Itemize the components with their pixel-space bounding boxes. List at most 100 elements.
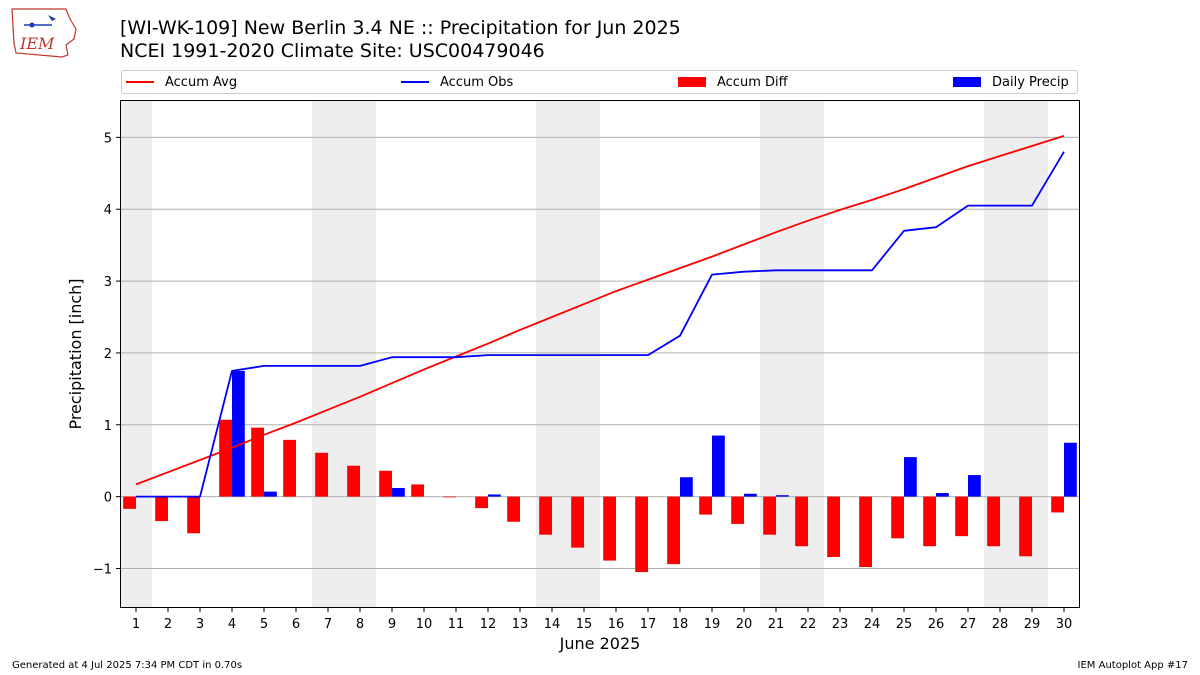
daily-precip-bar (1064, 442, 1077, 497)
x-tick-label: 30 (1056, 617, 1073, 632)
y-axis-label: Precipitation [inch] (66, 278, 85, 429)
x-tick-label: 5 (260, 617, 268, 632)
legend-label-avg: Accum Avg (165, 74, 238, 90)
x-tick-label: 12 (480, 617, 497, 632)
x-tick-label: 27 (960, 617, 977, 632)
x-tick-label: 8 (356, 617, 364, 632)
x-axis: 1 2 3 4 5 6 7 8 9 10 11 12 13 14 15 16 17 18 19 20 21 22 23 24 2… (132, 608, 1072, 632)
accum-diff-bar (411, 484, 424, 497)
x-tick-label: 21 (768, 617, 785, 632)
daily-precip-bar (744, 493, 757, 497)
daily-precip-bar (968, 475, 981, 497)
legend-item-diff: Accum Diff (678, 71, 788, 93)
x-tick-label: 23 (832, 617, 849, 632)
x-tick-label: 11 (448, 617, 465, 632)
y-axis: −1 0 1 2 3 4 5 (93, 131, 120, 577)
y-tick-label: −1 (93, 562, 112, 577)
accum-diff-bar (923, 496, 936, 547)
legend-swatch-obs (401, 81, 429, 83)
x-tick-label: 15 (576, 617, 593, 632)
accum-diff-bar (443, 496, 456, 498)
accum-diff-bar (571, 496, 584, 548)
bar-marks (123, 370, 1077, 573)
x-tick-label: 28 (992, 617, 1009, 632)
x-tick-label: 10 (416, 617, 433, 632)
legend-swatch-avg (126, 81, 154, 83)
accum-diff-bar (731, 496, 744, 524)
y-tick-label: 3 (104, 275, 112, 290)
daily-precip-bar (936, 493, 949, 497)
anemometer-icon (48, 15, 56, 21)
y-tick-label: 4 (104, 203, 112, 218)
footer-generated: Generated at 4 Jul 2025 7:34 PM CDT in 0… (12, 660, 243, 671)
x-tick-label: 9 (388, 617, 396, 632)
daily-precip-bar (680, 477, 693, 497)
x-tick-label: 25 (896, 617, 913, 632)
accum-diff-bar (699, 496, 712, 515)
y-tick-label: 0 (104, 491, 112, 506)
y-tick-label: 2 (104, 347, 112, 362)
x-tick-label: 18 (672, 617, 689, 632)
accum-avg-line (135, 135, 1065, 486)
accum-diff-bar (635, 496, 648, 573)
x-tick-label: 7 (324, 617, 332, 632)
legend: Accum Avg Accum Obs Accum Diff Daily Pre… (121, 70, 1078, 94)
legend-item-avg: Accum Avg (126, 71, 237, 93)
daily-precip-bar (264, 491, 277, 497)
accum-diff-bar (1019, 496, 1032, 557)
x-axis-label: June 2025 (559, 634, 641, 653)
weekend-band (760, 100, 824, 608)
x-tick-label: 4 (228, 617, 236, 632)
x-tick-label: 14 (544, 617, 561, 632)
accum-diff-bar (123, 496, 136, 509)
accum-diff-bar (1051, 496, 1064, 513)
iowa-map-outline (11, 8, 77, 58)
iem-logo: IEM (11, 8, 77, 58)
station-icon (29, 22, 35, 28)
legend-swatch-diff (678, 77, 706, 87)
daily-precip-bar (232, 370, 245, 497)
x-tick-label: 6 (292, 617, 300, 632)
x-tick-label: 17 (640, 617, 657, 632)
accum-diff-bar (603, 496, 616, 561)
accum-diff-bar (763, 496, 776, 535)
legend-item-daily: Daily Precip (953, 71, 1069, 93)
legend-label-diff: Accum Diff (717, 74, 788, 90)
y-tick-label: 1 (104, 419, 112, 434)
accum-diff-bar (155, 496, 168, 522)
grid-lines (120, 136, 1080, 569)
x-tick-label: 22 (800, 617, 817, 632)
x-tick-label: 29 (1024, 617, 1041, 632)
weekend-band (536, 100, 600, 608)
weekend-band (120, 100, 152, 608)
line-marks (135, 135, 1065, 498)
accum-diff-bar (347, 465, 360, 497)
legend-swatch-daily (953, 77, 981, 87)
x-tick-label: 3 (196, 617, 204, 632)
accum-diff-bar (379, 470, 392, 497)
footer-app: IEM Autoplot App #17 (1077, 660, 1188, 671)
accum-diff-bar (283, 439, 296, 497)
accum-diff-bar (315, 452, 328, 497)
weekend-band (984, 100, 1048, 608)
accum-diff-bar (475, 496, 488, 509)
daily-precip-bar (392, 488, 405, 497)
x-tick-label: 16 (608, 617, 625, 632)
x-tick-label: 2 (164, 617, 172, 632)
accum-diff-bar (955, 496, 968, 537)
accum-diff-bar (667, 496, 680, 565)
logo-text: IEM (19, 34, 55, 53)
chart-subtitle: NCEI 1991-2020 Climate Site: USC00479046 (120, 40, 545, 62)
weekend-band (312, 100, 376, 608)
daily-precip-bar (488, 494, 501, 497)
legend-item-obs: Accum Obs (401, 71, 513, 93)
x-tick-label: 26 (928, 617, 945, 632)
weekend-bands (120, 100, 1048, 608)
accum-diff-bar (507, 496, 520, 522)
daily-precip-bar (776, 495, 789, 497)
accum-diff-bar (187, 496, 200, 534)
accum-diff-bar (987, 496, 1000, 547)
daily-precip-bar (904, 457, 917, 497)
accum-diff-bar (219, 419, 232, 497)
